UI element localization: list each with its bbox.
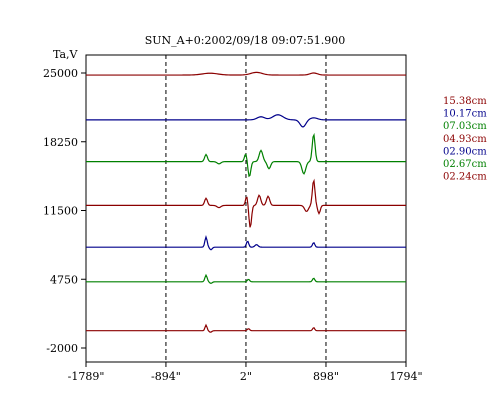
y-tick-label: 11500 <box>43 205 78 218</box>
y-tick-label: 4750 <box>50 273 78 286</box>
legend-item: 04.93cm <box>443 134 487 145</box>
dashed-verticals <box>165 55 327 362</box>
x-axis-ticks: -1789" -894" 2" 898" 1794" <box>68 362 423 383</box>
y-axis-ticks: 25000 18250 11500 4750 -2000 <box>43 67 86 355</box>
x-tick-label: -1789" <box>68 370 105 383</box>
y-tick-label: -2000 <box>46 342 78 355</box>
y-tick-label: 18250 <box>43 136 78 149</box>
series-line-2 <box>86 132 406 178</box>
legend-item: 02.67cm <box>443 159 487 170</box>
series-lines <box>86 71 406 333</box>
x-tick-label: -894" <box>151 370 181 383</box>
series-line-5 <box>86 273 406 284</box>
series-line-0 <box>86 71 406 76</box>
x-tick-label: 898" <box>313 370 339 383</box>
series-line-6 <box>86 323 406 333</box>
legend-item: 15.38cm <box>443 96 487 107</box>
series-line-4 <box>86 234 406 251</box>
legend-item: 07.03cm <box>443 121 487 132</box>
x-tick-label: 2" <box>240 370 252 383</box>
y-axis-label: Ta,V <box>53 48 79 61</box>
series-line-1 <box>86 114 406 128</box>
series-line-3 <box>86 178 406 228</box>
chart-title: SUN_A+0:2002/09/18 09:07:51.900 <box>145 34 346 47</box>
y-tick-label: 25000 <box>43 67 78 80</box>
legend-item: 02.90cm <box>443 146 487 157</box>
legend-item: 02.24cm <box>443 172 487 183</box>
x-tick-label: 1794" <box>389 370 422 383</box>
legend-item: 10.17cm <box>443 109 487 120</box>
